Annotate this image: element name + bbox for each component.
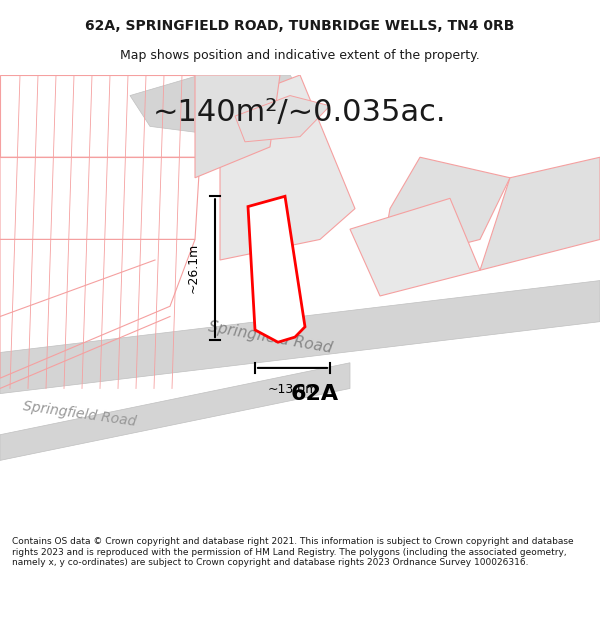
Polygon shape — [350, 198, 480, 296]
Text: Map shows position and indicative extent of the property.: Map shows position and indicative extent… — [120, 49, 480, 62]
Polygon shape — [220, 75, 355, 260]
Polygon shape — [235, 96, 330, 142]
Text: ~140m²/~0.035ac.: ~140m²/~0.035ac. — [153, 98, 447, 127]
Text: 62A: 62A — [291, 384, 339, 404]
Text: ~26.1m: ~26.1m — [187, 243, 199, 293]
Polygon shape — [195, 75, 280, 178]
Polygon shape — [0, 362, 350, 461]
Text: Springfield Road: Springfield Road — [207, 319, 333, 356]
Text: Contains OS data © Crown copyright and database right 2021. This information is : Contains OS data © Crown copyright and d… — [12, 538, 574, 568]
Polygon shape — [248, 196, 305, 342]
Polygon shape — [130, 75, 310, 137]
Polygon shape — [0, 281, 600, 394]
Polygon shape — [380, 158, 510, 265]
Polygon shape — [480, 158, 600, 270]
Text: 62A, SPRINGFIELD ROAD, TUNBRIDGE WELLS, TN4 0RB: 62A, SPRINGFIELD ROAD, TUNBRIDGE WELLS, … — [85, 19, 515, 32]
Text: ~13.0m: ~13.0m — [268, 383, 317, 396]
Text: Springfield Road: Springfield Road — [22, 399, 137, 429]
